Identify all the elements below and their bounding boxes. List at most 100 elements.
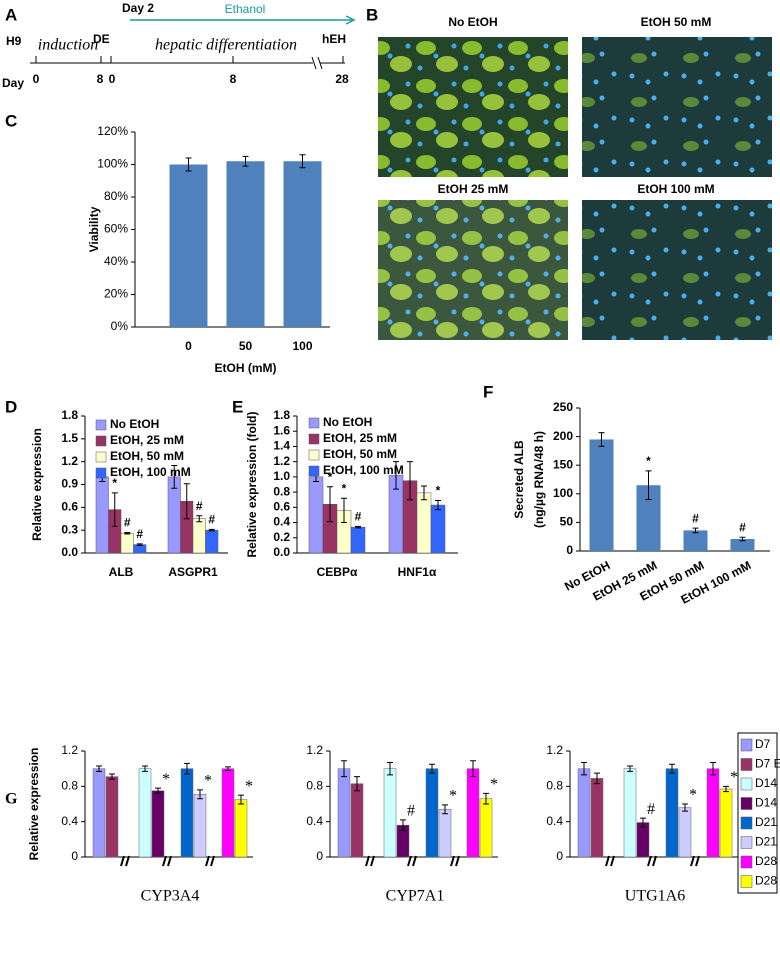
axis-break [120,855,130,867]
bar [425,768,439,858]
legend-label: D28 E [755,874,780,888]
bar [719,788,733,858]
significance: * [328,470,333,484]
bar [283,161,322,327]
bar [95,476,109,554]
bar [350,783,364,858]
axis-break [690,855,700,867]
image-label: No EtOH [448,15,497,29]
error-bar [442,804,448,815]
panel-letter: G [5,791,18,808]
axis-break [407,855,417,867]
error-bar [185,157,192,172]
error-bar [183,483,190,520]
bar [138,768,152,858]
bar [192,518,206,554]
bar [350,526,366,554]
tick-label: 0 [109,72,116,86]
significance: * [112,476,117,490]
tick-label: 0 [33,72,40,86]
error-bar [581,761,587,776]
panel-letter: B [366,5,378,24]
legend-label: D21 [755,815,777,829]
y-tick-label: 1.2 [61,743,78,757]
x-tick-label: ASGPR1 [168,565,218,579]
bar [706,768,720,858]
significance: # [739,520,746,534]
arrow-head [345,15,356,25]
axis-line [134,132,330,328]
legend-swatch [95,419,107,431]
y-tick-label: 0.4 [306,814,323,828]
bar [479,798,493,858]
error-bar [435,499,441,511]
significance: * [342,481,347,495]
legend-label: D14 E [755,796,780,810]
panel-letter: E [232,397,243,416]
bar [623,768,637,858]
bar [92,768,106,858]
y-tick-label: 80% [104,189,128,203]
y-tick-label: 120% [97,124,128,138]
legend-label: EtOH, 25 mM [110,433,184,447]
y-axis-label: Relative expression [27,748,41,861]
y-axis-label: Relative expression [30,428,44,541]
error-bar [598,432,605,447]
stage: H9 [6,34,22,48]
y-tick-label: 1.2 [273,454,290,468]
legend-label: No EtOH [323,415,372,429]
micrograph [378,200,568,340]
error-bar [400,819,406,831]
error-bar [341,760,347,778]
error-bar [225,766,231,771]
significance: * [449,788,457,805]
error-bar [354,776,360,792]
phase: hepatic differentiation [155,37,297,54]
y-tick-label: 0.4 [546,814,563,828]
legend-swatch [95,467,107,479]
error-bar [421,485,427,501]
micrographs: B No EtOH EtOH 50 mM EtOH 25 mM EtOH 100… [366,5,772,340]
bar [221,768,235,858]
legend-swatch [95,435,107,447]
legend-label: EtOH, 50 mM [110,449,184,463]
y-axis-label: Relative expression (fold) [245,411,259,557]
y-tick-label: 0.8 [306,779,323,793]
y-tick-label: 1.6 [273,423,290,437]
y-tick-label: 0.4 [61,814,78,828]
significance: * [646,454,651,468]
bar [205,529,219,554]
legend-label: EtOH, 100 mM [323,463,404,477]
error-bar [723,785,729,793]
bar [636,822,650,858]
bar [590,778,604,858]
y-axis-label: (ng/µg RNA/48 h) [532,431,546,528]
error-bar [124,531,131,535]
error-bar [238,794,244,805]
x-axis-label: CYP7A1 [386,888,445,905]
x-tick-label: ALB [109,565,134,579]
axis-break [205,855,215,867]
legend-swatch [308,433,320,445]
error-bar [96,765,102,772]
axis-label: Day [2,76,24,90]
error-bar [669,763,675,774]
significance: # [208,513,215,527]
legend-label: D14 [755,776,777,790]
significance: * [245,778,253,795]
y-tick-label: 0.9 [61,477,78,491]
y-axis-label: Secreted ALB [512,440,526,519]
legend-label: D21 E [755,835,780,849]
significance: # [124,516,131,530]
significance: # [647,801,655,818]
error-bar [594,772,600,785]
y-tick-label: 0 [556,849,563,863]
x-axis-label: EtOH (mM) [215,361,277,375]
bar [678,807,692,858]
y-tick-label: 0 [566,543,573,557]
axis-break [450,855,460,867]
error-bar [692,527,699,534]
error-bar [645,470,652,501]
legend-swatch [308,465,320,477]
legend-swatch [740,738,753,752]
